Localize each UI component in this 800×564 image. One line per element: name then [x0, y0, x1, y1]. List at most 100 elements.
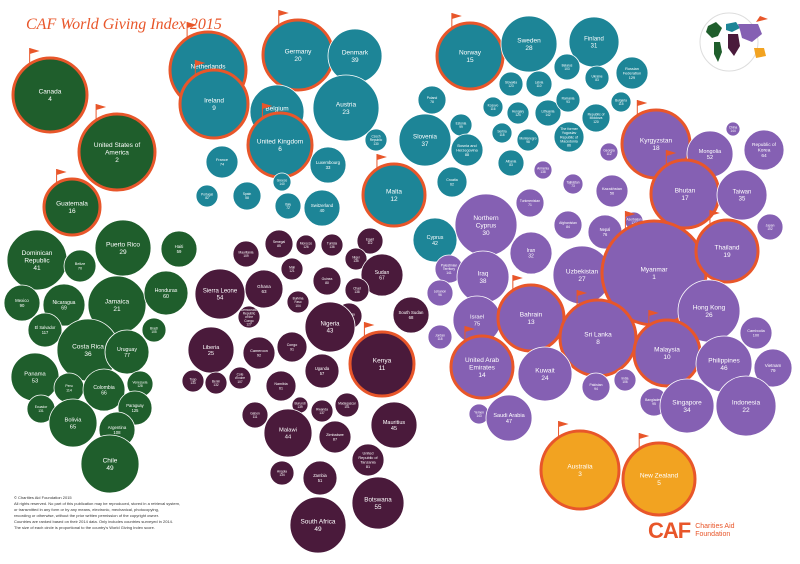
country-circle	[615, 56, 649, 90]
country-name: Cyprus	[427, 235, 444, 241]
country-rank: 112	[606, 152, 611, 156]
footer-line: recording or otherwise, without the prio…	[14, 513, 159, 518]
country-circle	[348, 330, 416, 398]
country-name: Denmark	[342, 50, 369, 57]
flag-icon	[464, 326, 475, 332]
footer-line: All rights reserved. No part of this pub…	[14, 501, 181, 506]
country-circle	[63, 249, 97, 283]
country-name: Nepal	[600, 227, 611, 232]
country-rank: 105	[151, 330, 157, 334]
flag-icon	[56, 169, 67, 175]
country-name: Montenegro	[519, 136, 536, 140]
country-name: South Africa	[300, 519, 335, 526]
country-circle	[427, 324, 453, 350]
country-name: Congo	[287, 343, 298, 347]
country-name: Botswana	[364, 497, 392, 504]
world-map-icon	[699, 12, 768, 72]
country-name: Mauritania	[239, 250, 254, 254]
country-name: Italy	[285, 202, 291, 206]
flag-icon	[648, 310, 659, 316]
country-rank: 61	[279, 386, 283, 390]
country-rank: 90	[20, 303, 25, 308]
country-name: Sri Lanka	[584, 332, 612, 339]
country-rank: 100	[753, 334, 759, 338]
country-rank: 75	[474, 321, 480, 327]
country-rank: 59	[177, 249, 182, 254]
country-circle	[450, 133, 484, 167]
country-name: Finland	[584, 37, 604, 43]
country-circle	[392, 296, 430, 334]
country-circle	[595, 174, 629, 208]
country-name: Ecuador	[35, 405, 48, 409]
country-rank: 133	[190, 381, 196, 385]
country-circle	[11, 56, 89, 134]
country-circle	[264, 229, 294, 259]
country-name: Egypt	[366, 237, 374, 241]
country-circle	[581, 103, 611, 133]
flag-icon	[625, 211, 636, 217]
country-name: Portugal	[201, 192, 213, 196]
country-rank: 142	[545, 113, 551, 117]
country-name: Lebanon	[434, 289, 447, 293]
country-name: South Sudan	[399, 310, 425, 315]
country-rank: 52	[707, 155, 713, 161]
country-circle	[82, 368, 126, 412]
country-name: India	[622, 376, 629, 380]
country-name: United Arab Emirates	[465, 357, 499, 371]
country-rank: 10	[663, 354, 671, 361]
country-circle	[334, 392, 360, 418]
country-circle	[515, 188, 545, 218]
country-rank: 123	[508, 84, 514, 88]
flag-icon	[278, 10, 289, 16]
country-rank: 86	[567, 144, 571, 148]
country-rank: 82	[205, 196, 209, 200]
country-name: Bosnia and Herzegovina	[456, 144, 478, 152]
country-circle	[295, 234, 317, 256]
country-name: Indonesia	[732, 400, 761, 407]
country-rank: 120	[593, 120, 599, 124]
country-rank: 138	[354, 290, 360, 294]
country-circle	[743, 129, 785, 171]
country-name: Bolivia	[65, 418, 83, 424]
country-rank: 71	[528, 203, 532, 207]
country-rank: 49	[314, 526, 322, 533]
country-circle	[344, 247, 368, 271]
country-name: Kenya	[373, 358, 392, 365]
country-rank: 114	[66, 388, 72, 392]
country-rank: 137	[319, 411, 325, 415]
country-circle	[286, 290, 310, 314]
country-circle	[562, 173, 584, 195]
country-name: Poland	[427, 96, 438, 100]
country-circle	[312, 266, 342, 296]
country-rank: 125	[132, 408, 140, 413]
country-rank: 87	[333, 438, 337, 442]
country-name: Ghana	[257, 284, 271, 289]
country-rank: 122	[631, 221, 637, 225]
flag-icon	[709, 210, 720, 216]
